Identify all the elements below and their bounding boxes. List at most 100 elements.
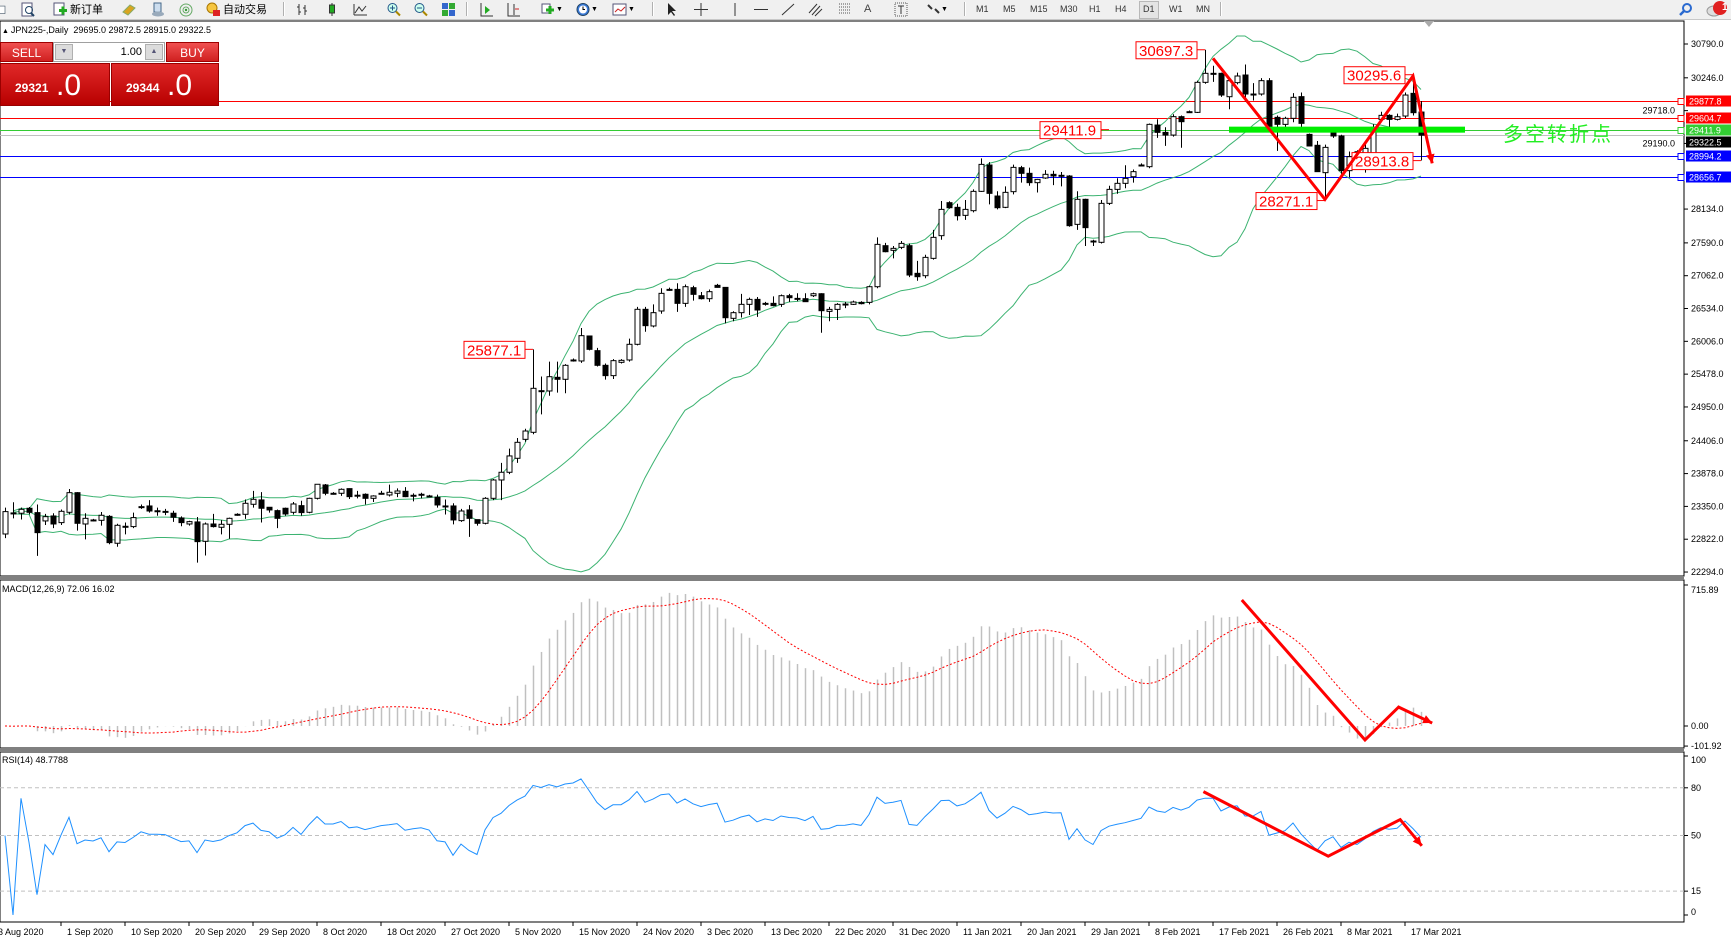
periods-dropdown[interactable]: ▼ [575, 1, 598, 17]
candle-body [986, 164, 993, 194]
timeframe-h4[interactable]: H4 [1115, 4, 1127, 14]
sell-price[interactable]: 29321 .0 [0, 63, 110, 106]
volume-input[interactable]: 1.00 [120, 46, 142, 58]
candle-body [386, 491, 393, 496]
candle-body [18, 508, 25, 514]
crosshair-icon[interactable] [693, 1, 709, 17]
text-tool-icon[interactable]: A [864, 3, 872, 15]
market-watch-icon[interactable] [121, 1, 137, 17]
new-order-button[interactable]: 新订单 [52, 1, 103, 17]
chart-shift-icon[interactable] [505, 1, 521, 17]
candle [1242, 64, 1249, 102]
date-axis-label: 8 Oct 2020 [323, 927, 367, 937]
candle [106, 515, 113, 545]
chart-collapse-icon[interactable]: ▲ [2, 28, 11, 35]
candle [338, 488, 345, 496]
date-axis-label: 22 Dec 2020 [835, 927, 886, 937]
buy-price[interactable]: 29344 .0 [111, 63, 219, 106]
candle-body [1042, 173, 1049, 179]
zoom-in-icon[interactable] [386, 1, 402, 17]
candle [722, 286, 729, 324]
buy-button[interactable]: BUY [166, 42, 219, 62]
bollinger-middle-band [12, 103, 1422, 522]
candle-body [58, 510, 65, 524]
signals-icon[interactable] [178, 1, 194, 17]
arrows-dropdown[interactable]: ▼ [925, 1, 948, 17]
timeframe-m5[interactable]: M5 [1003, 4, 1016, 14]
candle [730, 311, 737, 322]
bollinger-upper-band [12, 35, 1422, 512]
candle-body [810, 293, 817, 297]
timeframe-d1[interactable]: D1 [1139, 1, 1159, 19]
candle-body [402, 490, 409, 498]
candle-body [538, 390, 545, 393]
candle-body [66, 492, 73, 513]
volume-decrease-button[interactable]: ▼ [55, 44, 73, 60]
auto-scroll-icon[interactable] [478, 1, 494, 17]
line-chart-icon[interactable] [352, 1, 368, 17]
candle [498, 462, 505, 501]
metaeditor-icon[interactable] [150, 1, 166, 17]
candle [650, 304, 657, 328]
volume-increase-button[interactable]: ▲ [145, 44, 163, 60]
timeframe-w1[interactable]: W1 [1169, 4, 1183, 14]
trendline-icon[interactable] [780, 1, 796, 17]
search-icon[interactable] [1678, 1, 1694, 17]
auto-trading-button[interactable]: 自动交易 [205, 1, 267, 17]
date-axis-label: 23 Aug 2020 [0, 927, 44, 937]
timeframe-m1[interactable]: M1 [976, 4, 989, 14]
candle-body [578, 335, 585, 362]
zoom-out-icon[interactable] [413, 1, 429, 17]
candle-body [1202, 72, 1209, 83]
candle [306, 497, 313, 514]
macd-axis-label: 715.89 [1691, 585, 1719, 595]
candle-body [1282, 117, 1289, 125]
notifications-button[interactable]: 1 [1705, 1, 1728, 17]
timeframe-m15[interactable]: M15 [1030, 4, 1048, 14]
timeframe-mn[interactable]: MN [1196, 4, 1210, 14]
candle-body [954, 206, 961, 217]
candle [1234, 72, 1241, 85]
candle-body [346, 488, 353, 498]
text-label-icon[interactable] [893, 1, 909, 17]
vertical-line-icon[interactable] [727, 1, 743, 17]
fibonacci-icon[interactable] [838, 1, 854, 17]
candle [874, 237, 881, 289]
date-axis-label: 15 Nov 2020 [579, 927, 630, 937]
candlestick-chart-icon[interactable] [324, 1, 340, 17]
candle [386, 484, 393, 497]
new-chart-icon[interactable] [0, 1, 10, 17]
equidistant-channel-icon[interactable] [808, 1, 824, 17]
candle-body [290, 503, 297, 513]
candle-body [1402, 94, 1409, 117]
candle [890, 245, 897, 259]
candle [946, 201, 953, 209]
candle [138, 504, 145, 509]
candle [90, 518, 97, 522]
candle [282, 507, 289, 516]
timeframe-m30[interactable]: M30 [1060, 4, 1078, 14]
volume-stepper[interactable]: ▼ 1.00 ▲ [53, 42, 165, 62]
navigator-icon[interactable] [20, 1, 36, 17]
cursor-icon[interactable] [664, 1, 680, 17]
candle-body [442, 505, 449, 508]
candle [658, 288, 665, 314]
sell-button[interactable]: SELL [0, 42, 53, 62]
candle [1010, 164, 1017, 195]
candle-body [762, 302, 769, 305]
candle-body [946, 202, 953, 209]
candle [786, 293, 793, 302]
templates-dropdown[interactable]: ▼ [612, 1, 635, 17]
main-trend-arrow-head [1426, 153, 1435, 164]
timeframe-h1[interactable]: H1 [1089, 4, 1101, 14]
candle [362, 493, 369, 505]
horizontal-line-icon[interactable] [753, 1, 769, 17]
candle-body [162, 510, 169, 513]
candle-body [338, 488, 345, 494]
bar-chart-icon[interactable] [294, 1, 310, 17]
price-label-text: 28913.8 [1355, 154, 1409, 171]
tile-windows-icon[interactable] [441, 1, 457, 17]
candle [1026, 167, 1033, 186]
indicators-dropdown[interactable]: ▼ [540, 1, 563, 17]
